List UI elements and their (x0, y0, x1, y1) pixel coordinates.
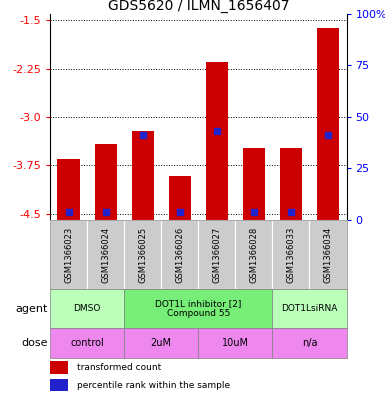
Bar (95, 144, 117, 220)
Text: DOT1LsiRNA: DOT1LsiRNA (281, 304, 338, 313)
Bar (50, 379, 68, 391)
Text: n/a: n/a (302, 338, 317, 348)
Bar (161, 220, 198, 289)
Bar (124, 289, 273, 328)
Bar (273, 328, 346, 358)
Bar (206, 62, 228, 220)
Text: GSM1366026: GSM1366026 (175, 226, 184, 283)
Bar (235, 220, 273, 289)
Text: 10uM: 10uM (222, 338, 249, 348)
Text: GSM1366023: GSM1366023 (64, 226, 73, 283)
Bar (50, 361, 68, 373)
Bar (169, 176, 191, 220)
Bar (50, 220, 87, 289)
Text: GSM1366024: GSM1366024 (101, 226, 110, 283)
Bar (310, 220, 346, 289)
Bar (124, 220, 161, 289)
Bar (198, 328, 273, 358)
Bar (124, 328, 198, 358)
Bar (280, 148, 302, 220)
Bar (132, 131, 154, 220)
Bar (87, 220, 124, 289)
Text: GSM1366033: GSM1366033 (286, 226, 295, 283)
Text: GSM1366027: GSM1366027 (212, 226, 221, 283)
Bar (198, 220, 235, 289)
Text: percentile rank within the sample: percentile rank within the sample (77, 381, 230, 390)
Bar (273, 289, 346, 328)
Text: dose: dose (22, 338, 48, 348)
Text: GSM1366034: GSM1366034 (323, 226, 333, 283)
Bar (50, 289, 124, 328)
Text: 2uM: 2uM (151, 338, 172, 348)
Text: transformed count: transformed count (77, 363, 161, 372)
Title: GDS5620 / ILMN_1656407: GDS5620 / ILMN_1656407 (107, 0, 289, 13)
Text: control: control (70, 338, 104, 348)
Text: DOT1L inhibitor [2]
Compound 55: DOT1L inhibitor [2] Compound 55 (155, 299, 241, 318)
Bar (273, 220, 310, 289)
Text: DMSO: DMSO (74, 304, 101, 313)
Bar (317, 28, 339, 220)
Bar (243, 148, 265, 220)
Bar (57, 159, 80, 220)
Text: GSM1366028: GSM1366028 (249, 226, 258, 283)
Text: GSM1366025: GSM1366025 (138, 226, 147, 283)
Text: agent: agent (16, 303, 48, 314)
Bar (50, 328, 124, 358)
